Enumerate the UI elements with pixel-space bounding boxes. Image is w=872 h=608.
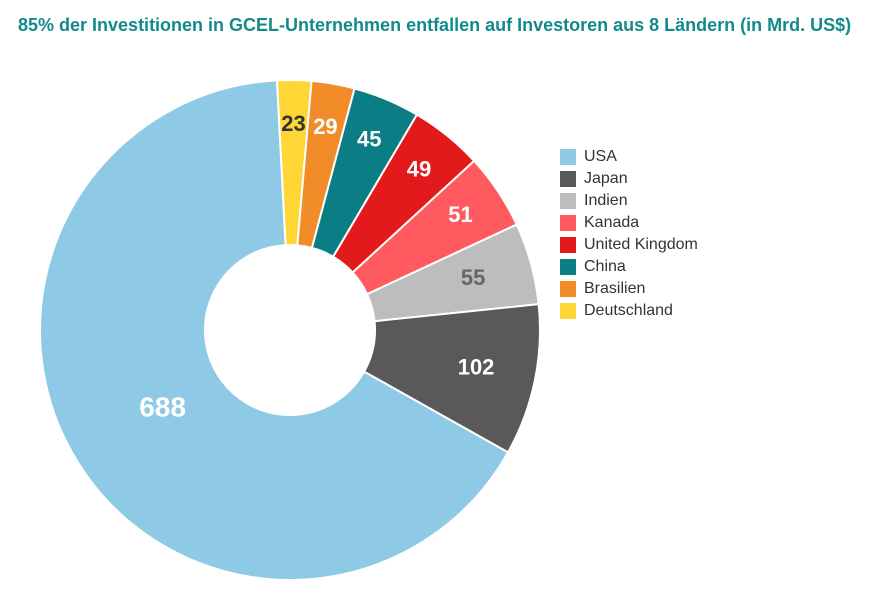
legend-swatch: [560, 237, 576, 253]
slice-label-indien: 55: [461, 265, 485, 290]
legend-item-deutschland: Deutschland: [560, 302, 698, 320]
legend-item-brasilien: Brasilien: [560, 280, 698, 298]
legend-label: USA: [584, 148, 617, 166]
donut-chart: 23 29 45 49 51 55 102 688: [40, 60, 540, 580]
legend-item-indien: Indien: [560, 192, 698, 210]
legend-label: Japan: [584, 170, 628, 188]
legend-swatch: [560, 303, 576, 319]
slice-label-kanada: 51: [448, 202, 472, 227]
legend: USA Japan Indien Kanada United Kingdom China B…: [560, 148, 698, 324]
legend-swatch: [560, 259, 576, 275]
slice-label-deutschland: 23: [281, 111, 305, 136]
legend-label: Brasilien: [584, 280, 645, 298]
legend-swatch: [560, 149, 576, 165]
legend-item-united-kingdom: United Kingdom: [560, 236, 698, 254]
legend-label: China: [584, 258, 626, 276]
legend-swatch: [560, 215, 576, 231]
legend-item-japan: Japan: [560, 170, 698, 188]
legend-swatch: [560, 193, 576, 209]
legend-item-kanada: Kanada: [560, 214, 698, 232]
donut-hole: [205, 245, 375, 415]
chart-title: 85% der Investitionen in GCEL-Unternehme…: [18, 14, 854, 37]
legend-label: Deutschland: [584, 302, 673, 320]
legend-item-usa: USA: [560, 148, 698, 166]
slice-label-china: 45: [357, 127, 381, 152]
legend-label: United Kingdom: [584, 236, 698, 254]
legend-swatch: [560, 171, 576, 187]
legend-swatch: [560, 281, 576, 297]
slice-label-japan: 102: [458, 354, 495, 379]
legend-item-china: China: [560, 258, 698, 276]
slice-label-usa: 688: [139, 392, 186, 423]
slice-label-brasilien: 29: [313, 114, 337, 139]
legend-label: Kanada: [584, 214, 639, 232]
slice-label-united-kingdom: 49: [407, 156, 431, 181]
legend-label: Indien: [584, 192, 628, 210]
